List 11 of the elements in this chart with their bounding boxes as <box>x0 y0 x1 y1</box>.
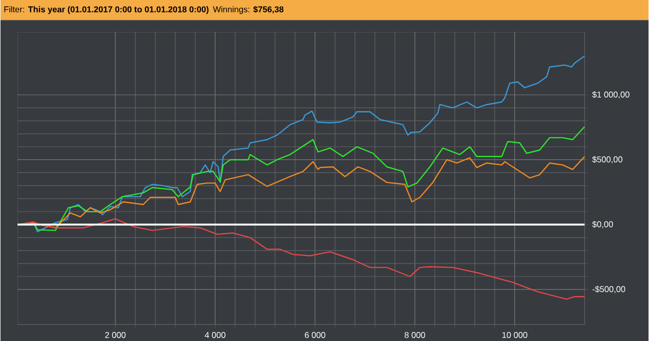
y-tick-label: -$500,00 <box>592 286 626 293</box>
x-tick-label: 4 000 <box>204 332 226 338</box>
chart-subtitle: Winnings: $756,38 <box>212 6 284 14</box>
x-tick-label: 6 000 <box>304 332 326 338</box>
x-tick-label: 2 000 <box>105 332 126 338</box>
chart-title: Filter: This year (01.01.2017 0:00 to 01.01.2018 0:00) <box>4 6 208 14</box>
x-tick-label: 10 000 <box>502 332 528 338</box>
y-tick-label: $500,00 <box>592 156 622 164</box>
y-tick-label: $1 000,00 <box>592 90 630 98</box>
x-tick-label: 8 000 <box>404 332 426 338</box>
y-tick-label: $0,00 <box>592 220 613 228</box>
